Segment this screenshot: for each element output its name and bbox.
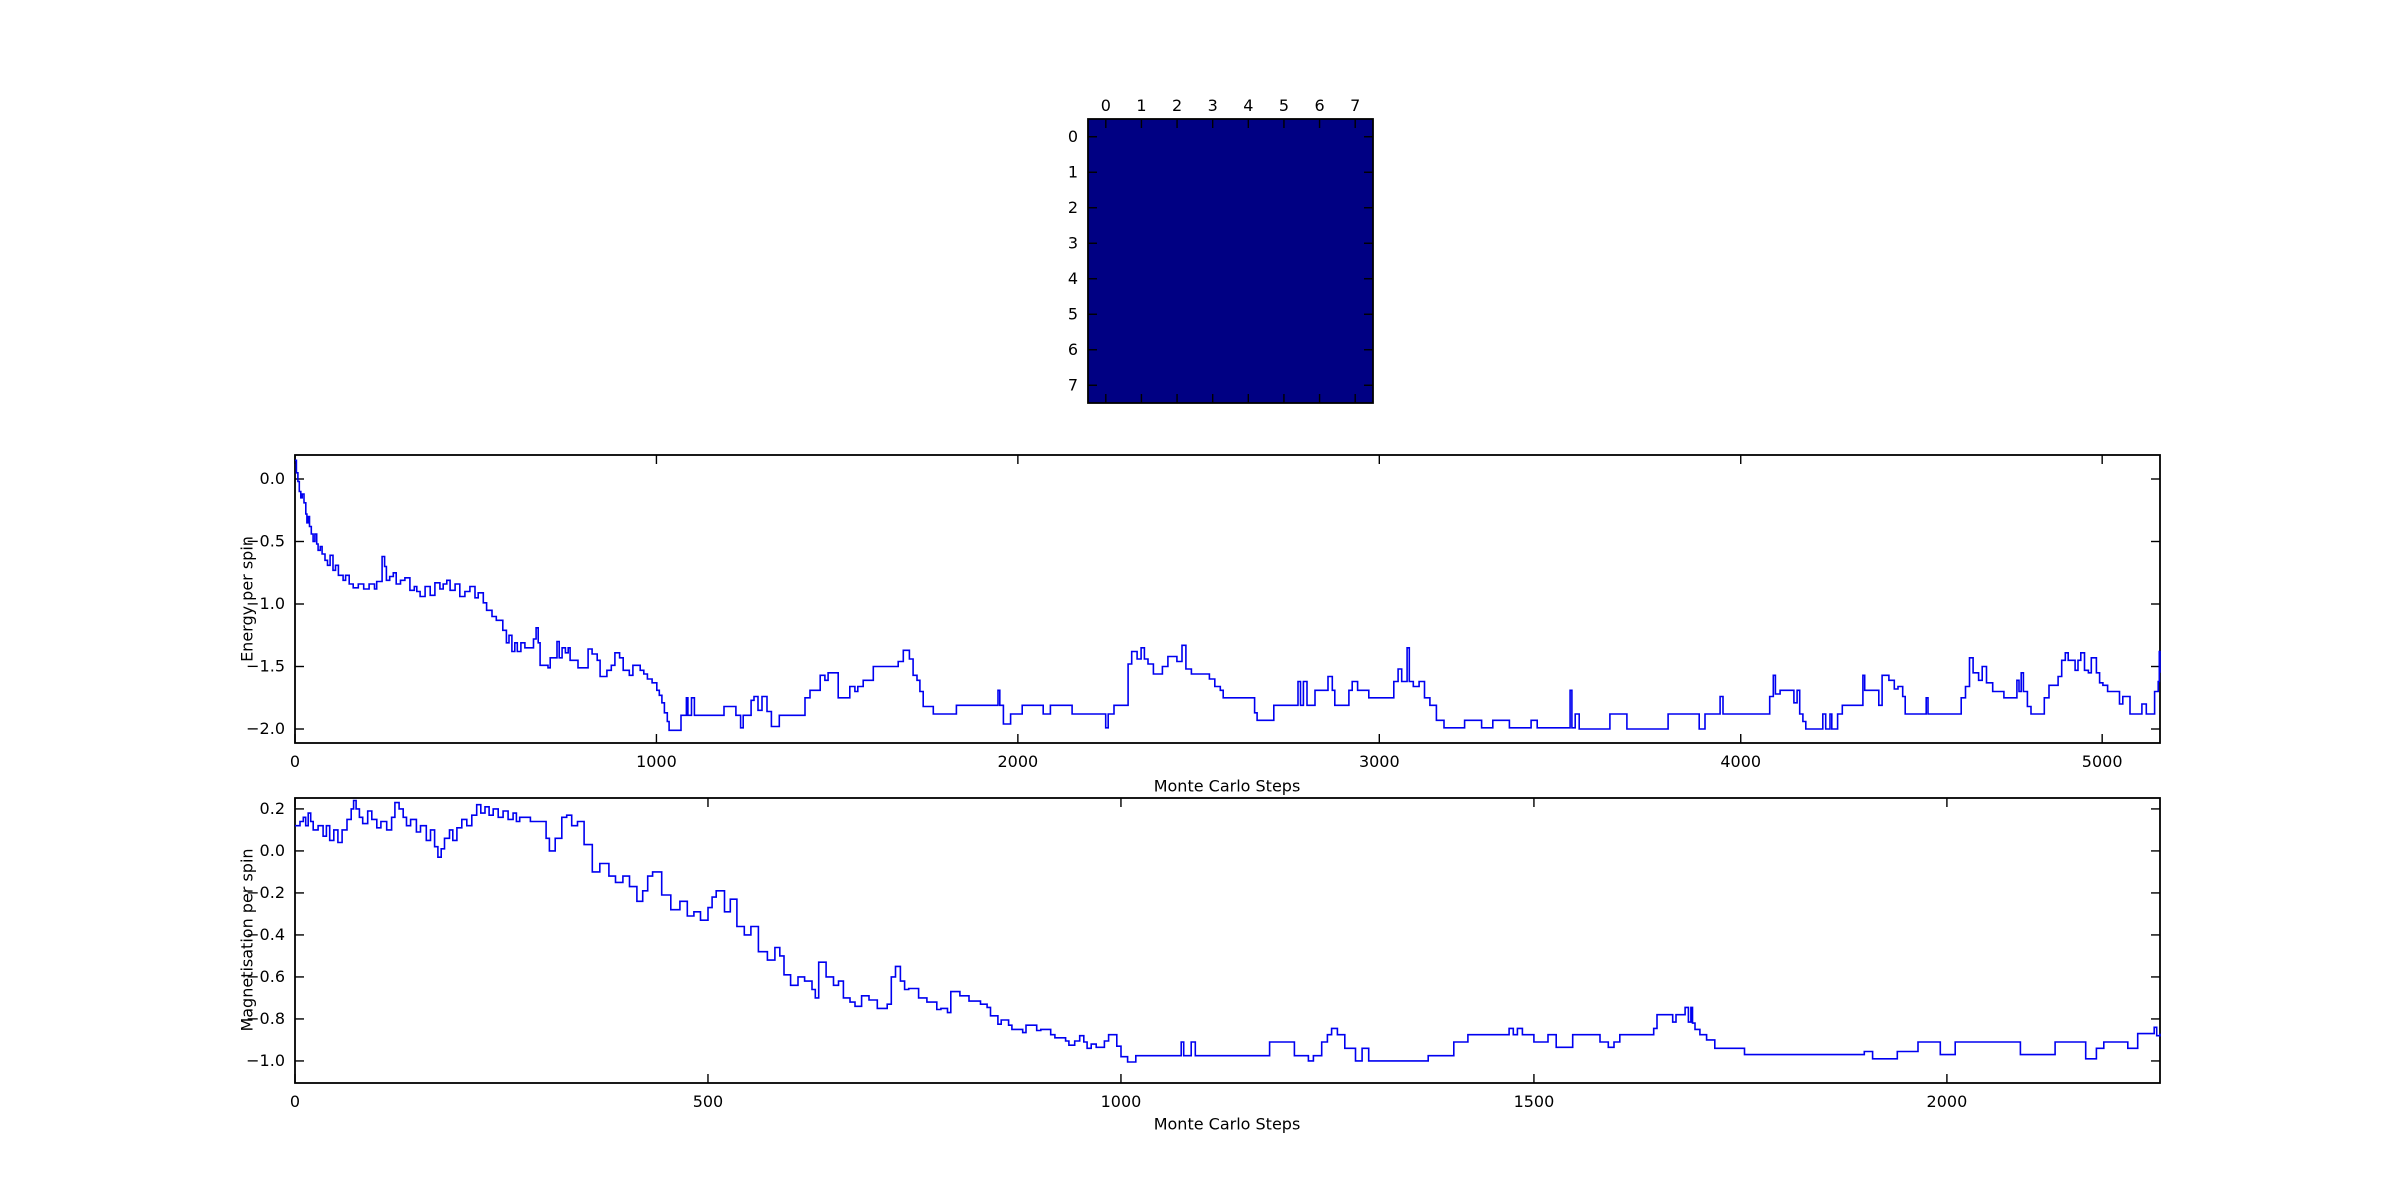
mag-xtick-label: 1500 — [1514, 1092, 1555, 1111]
energy-ylabel: Energy per spin — [237, 536, 257, 662]
heatmap-ytick-label: 4 — [1068, 269, 1078, 288]
spin-lattice-image — [1088, 119, 1373, 403]
energy-xtick-label: 0 — [290, 752, 300, 771]
energy-xlabel: Monte Carlo Steps — [1153, 776, 1301, 796]
mag-ytick-label: 0.2 — [260, 799, 285, 818]
heatmap-xtick-label: 4 — [1243, 96, 1253, 115]
energy-xtick-label: 3000 — [1359, 752, 1400, 771]
mag-ytick-label: −0.2 — [246, 883, 285, 902]
mag-xtick-label: 0 — [290, 1092, 300, 1111]
energy-ytick-label: −1.0 — [246, 594, 285, 613]
mag-xtick-label: 2000 — [1927, 1092, 1968, 1111]
heatmap-ytick-label: 1 — [1068, 162, 1078, 181]
energy-ytick-label: −2.0 — [246, 719, 285, 738]
heatmap-xtick-label: 1 — [1136, 96, 1146, 115]
mag-ylabel: Magnetisation per spin — [237, 848, 257, 1032]
mag-ytick-label: −1.0 — [246, 1051, 285, 1070]
mag-ytick-label: −0.6 — [246, 967, 285, 986]
heatmap-ytick-label: 2 — [1068, 198, 1078, 217]
energy-xtick-label: 5000 — [2082, 752, 2123, 771]
energy-xtick-label: 2000 — [998, 752, 1039, 771]
axes-frame — [1087, 118, 1374, 404]
axes-frame — [294, 797, 2161, 1084]
mag-series-line — [295, 799, 2161, 1063]
mag-xlabel: Monte Carlo Steps — [1153, 1114, 1301, 1134]
heatmap-ytick-label: 7 — [1068, 375, 1078, 394]
heatmap-xtick-label: 6 — [1314, 96, 1324, 115]
heatmap-xtick-label: 2 — [1172, 96, 1182, 115]
energy-ytick-label: 0.0 — [260, 469, 285, 488]
energy-ytick-label: −0.5 — [246, 532, 285, 551]
energy-xtick-label: 4000 — [1720, 752, 1761, 771]
mag-xtick-label: 500 — [693, 1092, 724, 1111]
energy-ytick-label: −1.5 — [246, 657, 285, 676]
heatmap-xtick-label: 5 — [1279, 96, 1289, 115]
energy-xtick-label: 1000 — [636, 752, 677, 771]
mag-ytick-label: −0.8 — [246, 1009, 285, 1028]
mag-ytick-label: −0.4 — [246, 925, 285, 944]
mag-xtick-label: 1000 — [1101, 1092, 1142, 1111]
heatmap-ytick-label: 3 — [1068, 233, 1078, 252]
mag-ytick-label: 0.0 — [260, 841, 285, 860]
heatmap-xtick-label: 0 — [1101, 96, 1111, 115]
heatmap-ytick-label: 0 — [1068, 127, 1078, 146]
axes-frame — [294, 454, 2161, 744]
heatmap-xtick-label: 3 — [1208, 96, 1218, 115]
energy-series-line — [295, 459, 2161, 732]
heatmap-ytick-label: 6 — [1068, 340, 1078, 359]
heatmap-ytick-label: 5 — [1068, 304, 1078, 323]
heatmap-xtick-label: 7 — [1350, 96, 1360, 115]
